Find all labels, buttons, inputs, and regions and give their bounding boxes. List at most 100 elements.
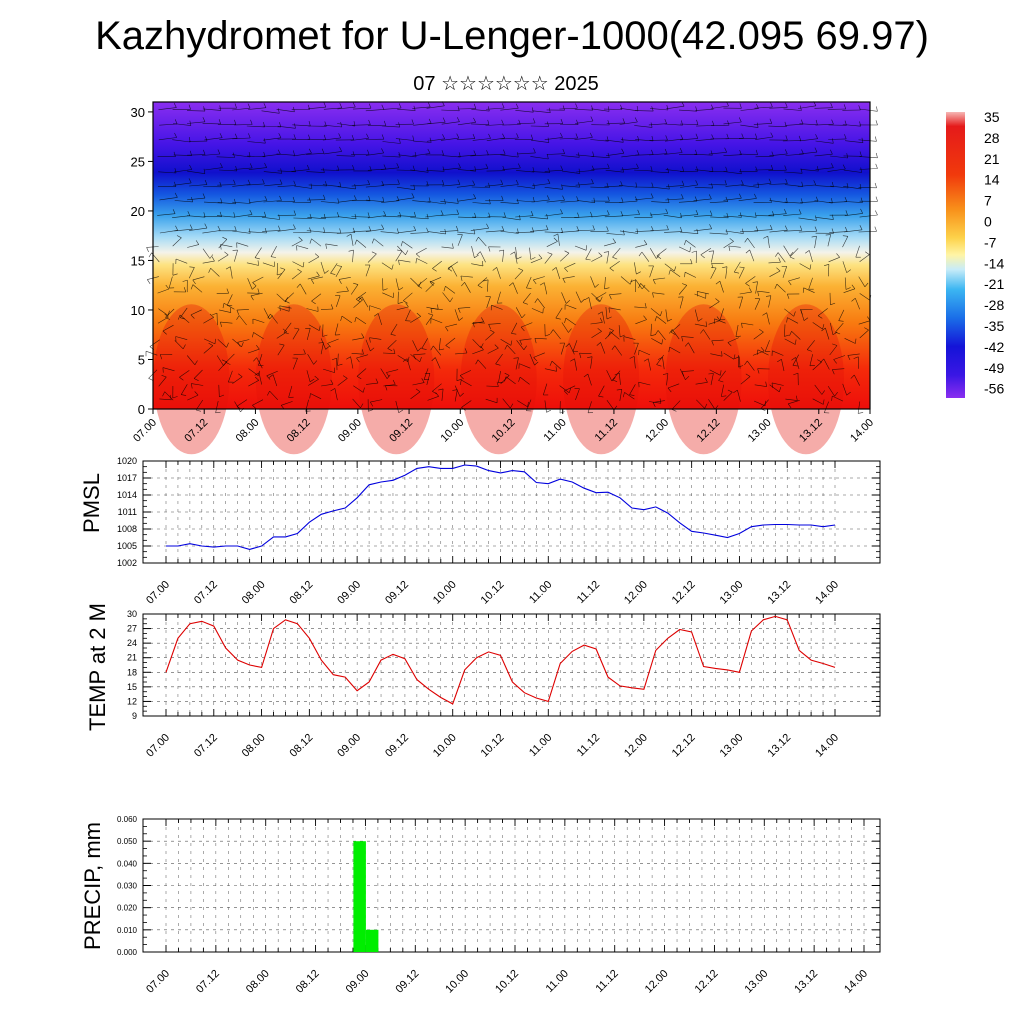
- wind-barb-flag: [234, 133, 238, 139]
- wind-barb-flag: [585, 258, 591, 261]
- wind-barb-flag: [576, 196, 579, 202]
- wind-barb-flag: [787, 403, 792, 409]
- temp-y-tick-label: 30: [127, 609, 137, 619]
- wind-barb: [353, 385, 364, 393]
- wind-barb-flag: [488, 324, 491, 330]
- wind-barb-flag: [533, 183, 535, 189]
- wind-barb-flag: [534, 298, 538, 303]
- wind-barb-flag: [741, 180, 744, 185]
- wind-barb-flag: [362, 349, 364, 355]
- wind-barb-flag: [441, 150, 444, 155]
- wind-barb-flag: [368, 119, 371, 125]
- wind-barb: [799, 138, 818, 142]
- wind-barb-flag: [174, 181, 177, 187]
- wind-barb-flag: [644, 303, 647, 309]
- wind-barb-flag: [310, 183, 313, 189]
- wind-barb: [162, 324, 174, 332]
- wind-barb: [457, 169, 476, 172]
- wind-barb: [337, 378, 348, 386]
- wind-barb-flag: [695, 149, 698, 155]
- wind-barb-flag: [495, 363, 501, 366]
- wind-barb-flag: [591, 165, 595, 171]
- wind-barb-flag: [330, 388, 336, 392]
- wind-barb: [461, 400, 472, 408]
- wind-barb: [771, 382, 784, 386]
- wind-barb: [709, 369, 721, 376]
- wind-barb: [544, 231, 563, 233]
- wind-barb-flag: [202, 117, 206, 122]
- wind-barb-flag: [449, 297, 453, 303]
- wind-barb-flag: [566, 299, 571, 304]
- wind-barb: [783, 213, 802, 216]
- wind-barb-flag: [354, 317, 357, 323]
- wind-barb-flag: [564, 267, 569, 273]
- wind-barb-flag: [655, 330, 659, 335]
- wind-barb: [768, 261, 781, 264]
- wind-barb-flag: [279, 343, 285, 346]
- wind-barb-flag: [755, 133, 758, 139]
- wind-barb-flag: [398, 122, 401, 128]
- wind-barb-flag: [383, 120, 387, 126]
- wind-barb: [670, 324, 681, 333]
- wind-barb: [395, 250, 403, 262]
- pmsl-y-tick-label: 1020: [117, 456, 137, 466]
- wind-barb: [764, 340, 770, 352]
- colorbar-label: -35: [984, 318, 1004, 334]
- wind-barb: [179, 370, 190, 378]
- wind-barb-flag: [844, 134, 847, 140]
- wind-barb: [350, 234, 354, 246]
- wind-barb-flag: [710, 150, 713, 156]
- wind-barb: [158, 107, 177, 110]
- wind-barb-flag: [339, 103, 343, 109]
- wind-barb-flag: [487, 106, 490, 112]
- wind-barb: [859, 168, 878, 170]
- wind-barb-flag: [708, 250, 714, 252]
- wind-barb-flag: [705, 321, 707, 327]
- wind-barb: [590, 322, 603, 325]
- wind-barb: [827, 168, 846, 172]
- wind-barb-flag: [474, 166, 477, 172]
- wind-barb: [800, 201, 819, 203]
- wind-barb: [590, 230, 609, 232]
- wind-barb-flag: [247, 103, 251, 109]
- wind-barb: [694, 187, 713, 189]
- wind-barb: [263, 137, 282, 141]
- wind-barb: [783, 245, 791, 257]
- wind-barb: [218, 361, 227, 371]
- wind-barb-flag: [691, 250, 697, 253]
- wind-barb-flag: [498, 249, 504, 252]
- wind-barb: [237, 339, 250, 343]
- wind-barb: [441, 246, 454, 249]
- wind-barb: [789, 248, 799, 258]
- wind-barb-flag: [234, 119, 237, 125]
- wind-barb-flag: [789, 251, 794, 257]
- wind-barb-flag: [371, 238, 375, 244]
- wind-barb-flag: [501, 119, 504, 125]
- wind-barb: [602, 311, 605, 324]
- wind-barb: [236, 242, 249, 247]
- wind-barb: [634, 169, 653, 172]
- wind-barb: [266, 370, 278, 377]
- colorbar-label: -56: [984, 381, 1004, 397]
- wind-barb-flag: [875, 152, 878, 158]
- wind-barb-flag: [814, 147, 818, 153]
- wind-barb: [262, 125, 281, 128]
- wind-barb: [291, 240, 303, 247]
- wind-barb: [829, 155, 848, 159]
- wind-barb: [477, 277, 488, 286]
- wind-barb-flag: [518, 377, 521, 382]
- wind-barb-flag: [599, 296, 603, 302]
- wind-barb-flag: [220, 162, 223, 168]
- wind-barb: [380, 368, 388, 379]
- wind-barb-flag: [784, 149, 788, 155]
- wind-barb: [202, 248, 211, 259]
- wind-barb: [228, 370, 233, 383]
- wind-barb-flag: [368, 409, 374, 412]
- wind-barb-flag: [348, 249, 354, 252]
- wind-barb: [308, 379, 319, 386]
- wind-barb: [755, 136, 774, 140]
- wind-barb-flag: [264, 162, 267, 168]
- wind-barb-flag: [560, 118, 563, 124]
- wind-barb: [544, 254, 553, 264]
